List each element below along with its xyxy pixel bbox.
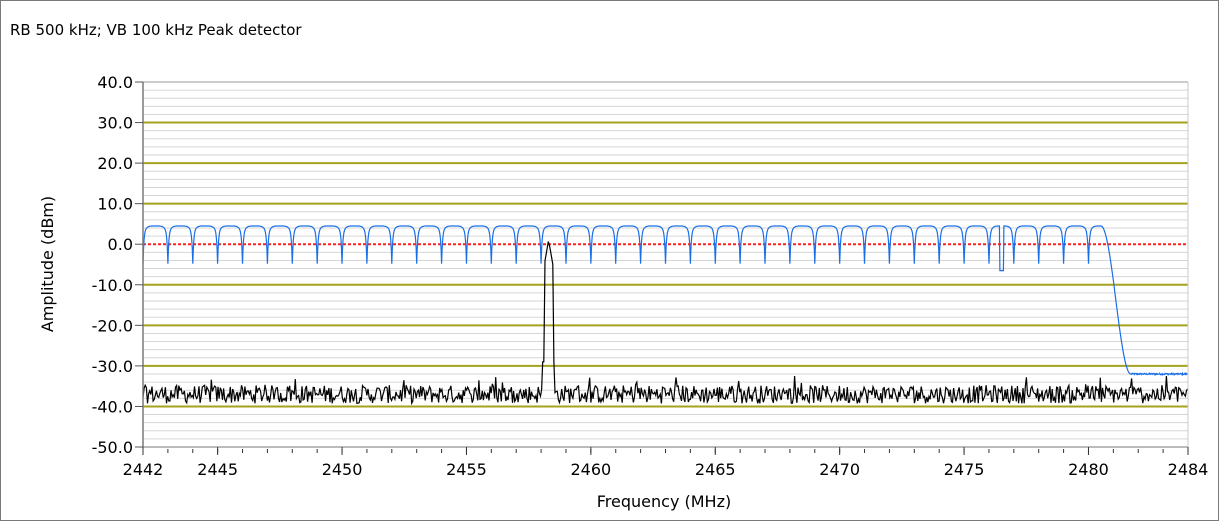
x-tick-label: 2480 [1068, 460, 1109, 479]
major-grid [143, 81, 1188, 408]
x-tick-label: 2442 [123, 460, 164, 479]
x-tick-label: 2450 [322, 460, 363, 479]
y-tick-label: -10.0 [92, 276, 133, 295]
y-tick-label: -50.0 [92, 438, 133, 457]
chart-header: RB 500 kHz; VB 100 kHz Peak detector [10, 21, 302, 39]
y-tick-label: 10.0 [97, 195, 133, 214]
x-tick-label: 2445 [197, 460, 238, 479]
y-tick-labels: 40.0 30.0 20.0 10.0 0.0 -10.0 -20.0 -30.0 -40.0 -… [92, 73, 143, 457]
series-blue-spectrum [142, 225, 1189, 377]
y-tick-label: -30.0 [92, 357, 133, 376]
x-tick-label: 2465 [695, 460, 736, 479]
x-tick-label: 2460 [570, 460, 611, 479]
y-tick-label: -40.0 [92, 397, 133, 416]
series-layer [142, 225, 1189, 406]
y-tick-label: -20.0 [92, 316, 133, 335]
y-tick-label: 40.0 [97, 73, 133, 92]
y-tick-label: 20.0 [97, 154, 133, 173]
minor-grid [143, 89, 1188, 440]
x-axis-label: Frequency (MHz) [597, 492, 731, 511]
x-tick-labels: 2442 2445 2450 2455 2460 2465 2470 2475 2480 2484 [123, 447, 1209, 479]
axes [142, 82, 1189, 448]
y-axis-label: Amplitude (dBm) [38, 196, 57, 332]
x-tick-label: 2475 [944, 460, 985, 479]
y-tick-label: 0.0 [108, 235, 133, 254]
y-tick-label: 30.0 [97, 114, 133, 133]
series-black-trace [142, 241, 1189, 406]
x-tick-label: 2470 [819, 460, 860, 479]
x-tick-label: 2484 [1168, 460, 1209, 479]
x-tick-label: 2455 [446, 460, 487, 479]
